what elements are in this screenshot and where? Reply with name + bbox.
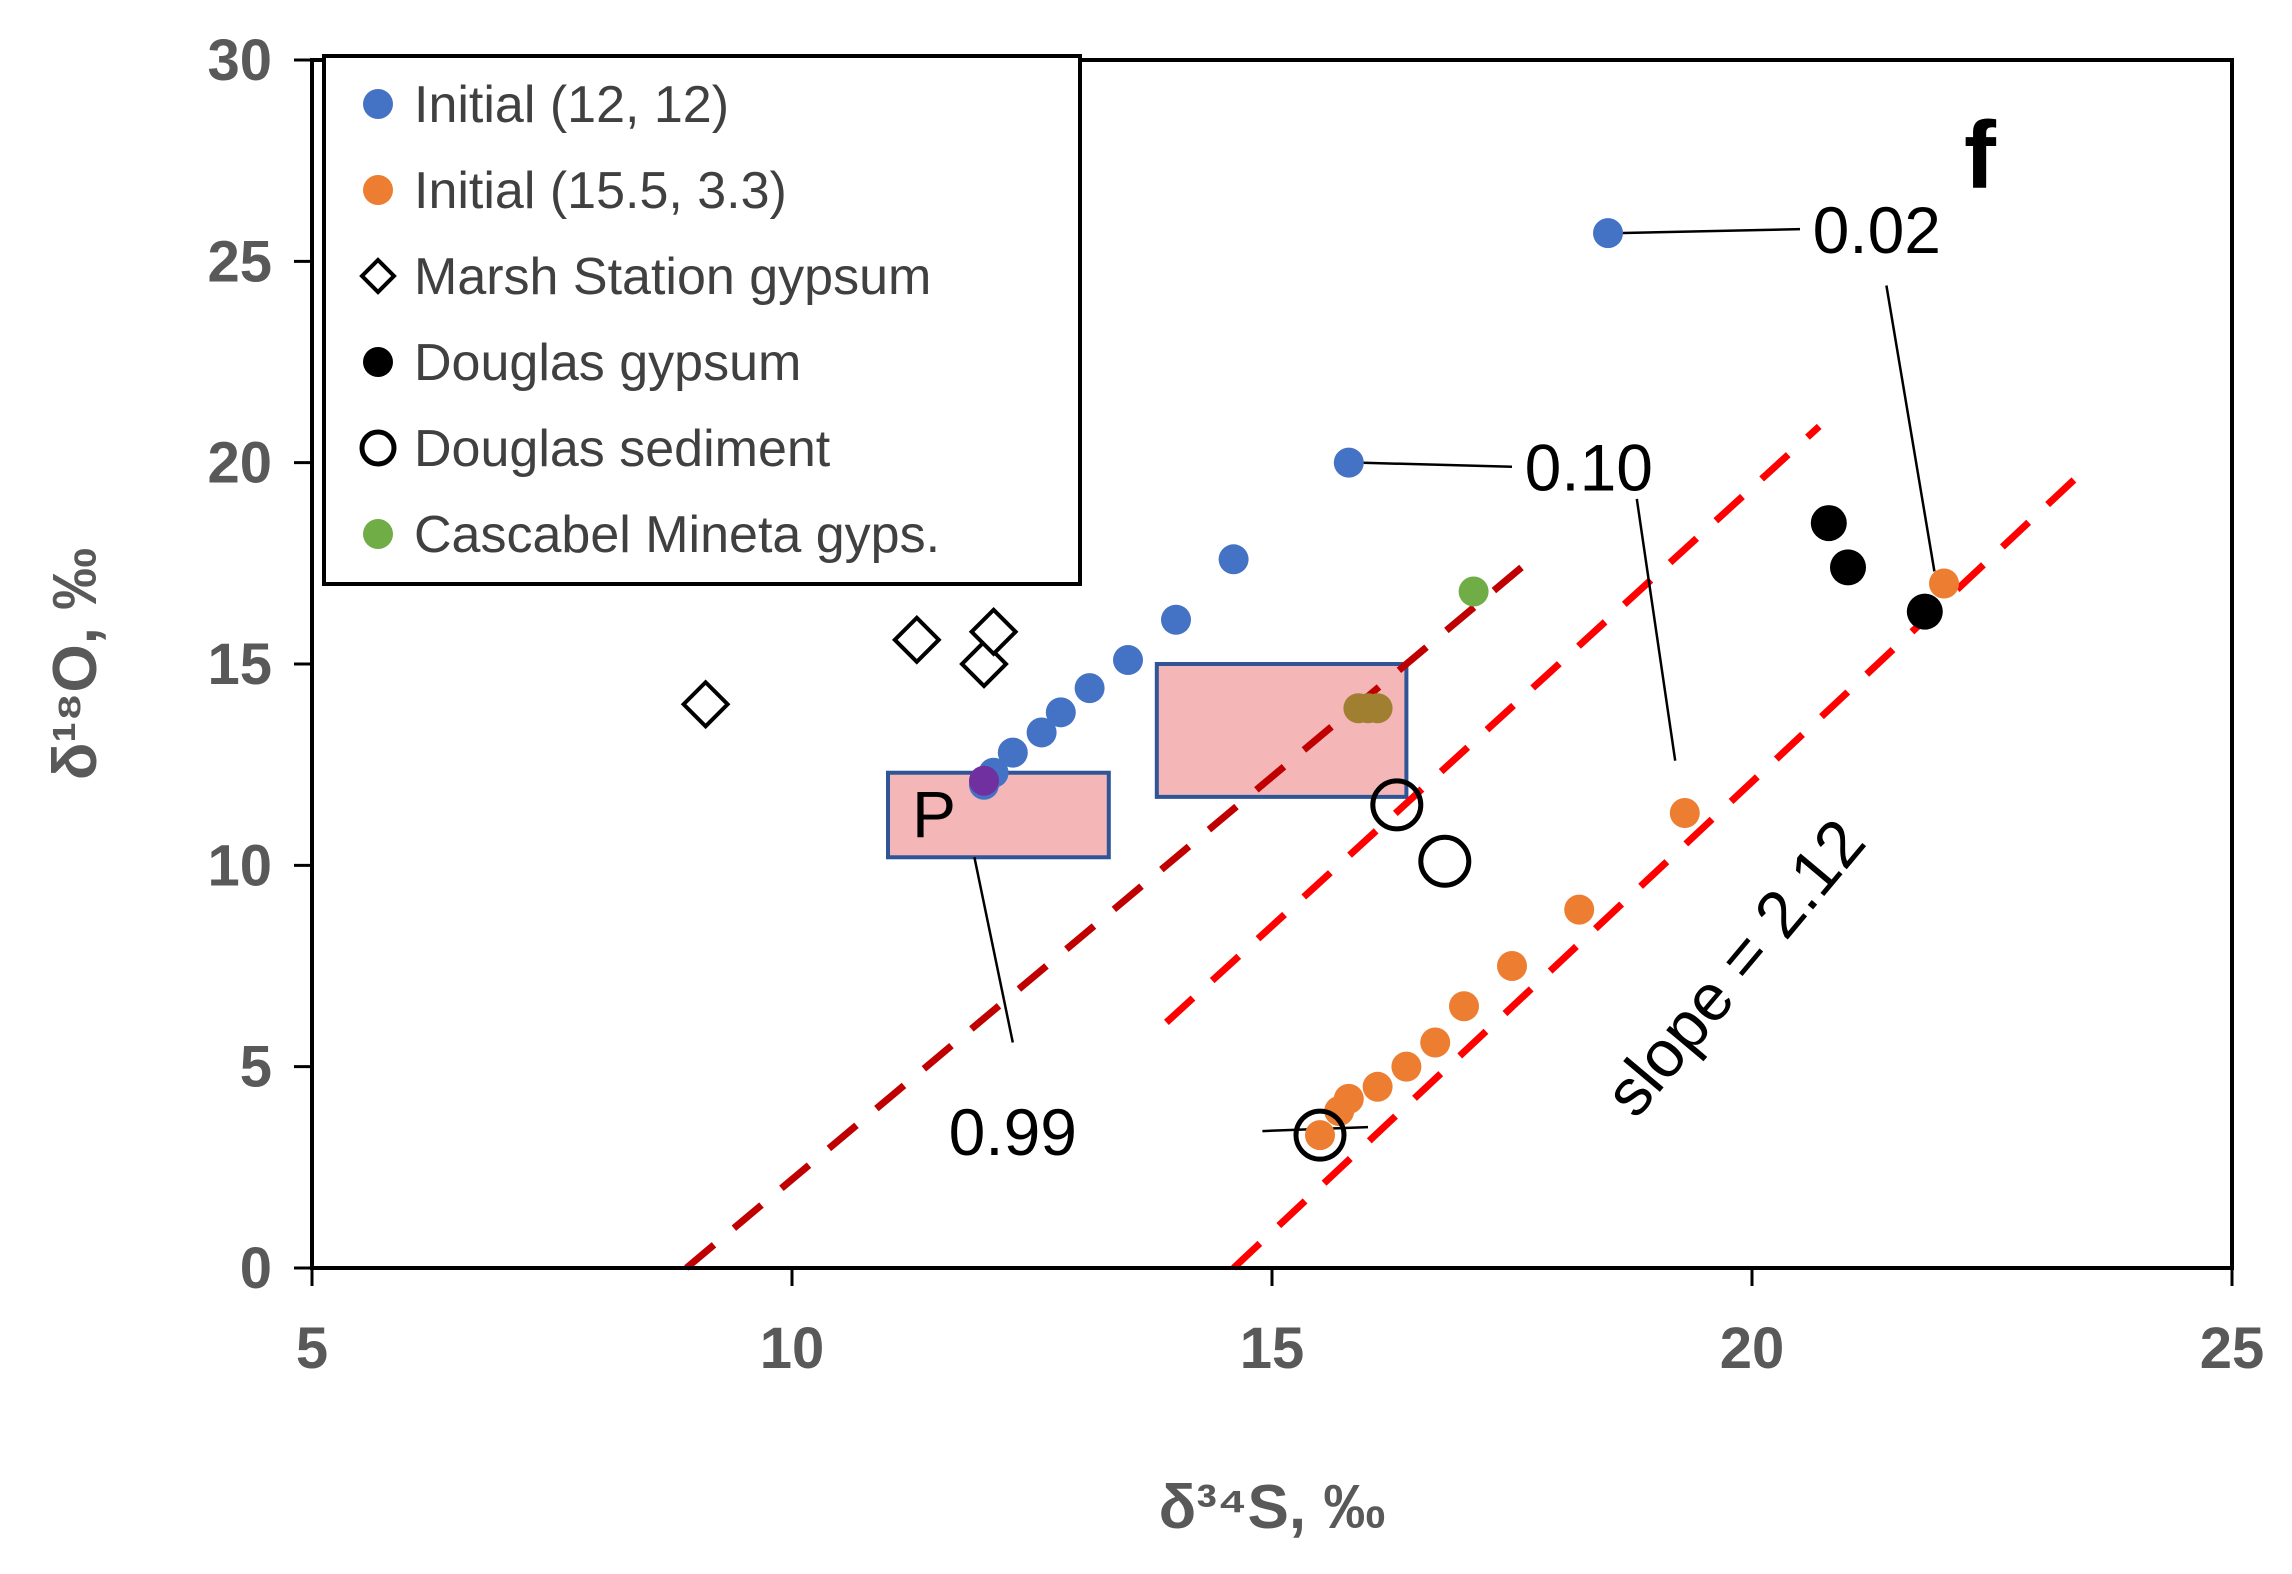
legend-label: Cascabel Mineta gyps. <box>414 506 940 564</box>
x-tick-label: 20 <box>1720 1316 1785 1381</box>
point-initial-12-12 <box>1074 673 1105 704</box>
point-initial-12-12 <box>997 737 1028 768</box>
x-axis-title: δ³⁴S, ‰ <box>1159 1473 1386 1542</box>
reference-lines <box>684 423 2091 1271</box>
point-initial-15-5-3-3 <box>1669 797 1700 828</box>
connector-line-3 <box>973 857 1015 1043</box>
y-tick-label: 10 <box>207 833 272 898</box>
legend-marker <box>359 429 397 467</box>
legend-marker <box>363 89 393 119</box>
legend-box <box>322 54 1082 586</box>
annotation-label-2: 0.10 <box>1525 431 1653 505</box>
point-douglas-sediment <box>1370 778 1424 832</box>
point-overlap <box>969 765 999 796</box>
legend-label: Douglas gypsum <box>414 334 801 392</box>
point-douglas-gypsum <box>1906 593 1943 630</box>
leader-line-2 <box>1358 461 1513 468</box>
y-tick-label: 15 <box>207 632 272 697</box>
range-box-label: P <box>912 777 956 851</box>
range-box-2 <box>1154 662 1409 799</box>
point-marsh-station-gypsum <box>968 606 1019 657</box>
point-initial-12-12 <box>1026 717 1057 748</box>
point-initial-15-5-3-3 <box>1333 1083 1364 1114</box>
panel-label: f <box>1964 102 1997 209</box>
point-initial-15-5-3-3 <box>1420 1027 1451 1058</box>
leader-line-1 <box>1617 227 1801 235</box>
y-tick-label: 20 <box>207 431 272 496</box>
legend-label: Initial (12, 12) <box>414 76 729 134</box>
point-overlap <box>1362 693 1393 724</box>
y-tick-label: 0 <box>240 1236 272 1301</box>
point-initial-15-5-3-3 <box>1305 1120 1335 1151</box>
point-initial-12-12 <box>1045 697 1076 728</box>
point-initial-12-12 <box>1113 644 1143 675</box>
slope-label: slope = 2.12 <box>1590 805 1879 1129</box>
y-axis-title: δ¹⁸O, ‰ <box>41 548 110 780</box>
legend-marker <box>363 347 393 377</box>
x-tick-label: 15 <box>1240 1316 1305 1381</box>
point-douglas-gypsum <box>1810 505 1847 542</box>
legend-label: Marsh Station gypsum <box>414 248 931 306</box>
legend: Initial (12, 12) Initial (15.5, 3.3) Marsh… <box>322 54 1082 586</box>
x-tick-label: 10 <box>760 1316 825 1381</box>
y-tick-label: 30 <box>207 28 272 93</box>
sample-range-boxes: P <box>886 662 1409 860</box>
legend-marker <box>359 257 397 295</box>
legend-label: Initial (15.5, 3.3) <box>414 162 787 220</box>
point-initial-15-5-3-3 <box>1497 951 1527 981</box>
y-tick-label: 25 <box>207 229 272 294</box>
x-tick-label: 5 <box>296 1316 328 1381</box>
point-marsh-station-gypsum <box>891 615 942 665</box>
point-initial-12-12 <box>1218 544 1249 575</box>
point-initial-15-5-3-3 <box>1929 568 1959 599</box>
point-douglas-sediment <box>1293 1108 1347 1162</box>
y-tick-label: 5 <box>240 1035 272 1100</box>
slope-line-2 <box>1164 423 1822 1025</box>
point-initial-15-5-3-3 <box>1564 894 1595 925</box>
legend-marker <box>363 519 393 549</box>
data-points <box>680 218 1959 1162</box>
point-initial-12-12 <box>1593 218 1623 249</box>
point-cascabel-mineta-gyps <box>1458 576 1489 607</box>
point-initial-15-5-3-3 <box>1449 991 1479 1022</box>
connector-line-2 <box>1635 498 1677 761</box>
point-initial-15-5-3-3 <box>1362 1071 1393 1102</box>
connector-line-1 <box>1885 285 1936 572</box>
legend-label: Douglas sediment <box>414 420 831 478</box>
point-douglas-gypsum <box>1830 549 1866 586</box>
point-initial-12-12 <box>1161 604 1191 635</box>
slope-line-3 <box>1231 464 2091 1271</box>
legend-marker <box>363 175 393 205</box>
annotation-label-3: 0.99 <box>949 1095 1077 1169</box>
point-marsh-station-gypsum <box>680 679 731 730</box>
point-initial-12-12 <box>1333 447 1364 478</box>
point-douglas-sediment <box>1418 834 1472 888</box>
x-tick-label: 25 <box>2200 1316 2265 1381</box>
point-initial-15-5-3-3 <box>1391 1051 1422 1082</box>
annotation-label-1: 0.02 <box>1813 193 1941 267</box>
